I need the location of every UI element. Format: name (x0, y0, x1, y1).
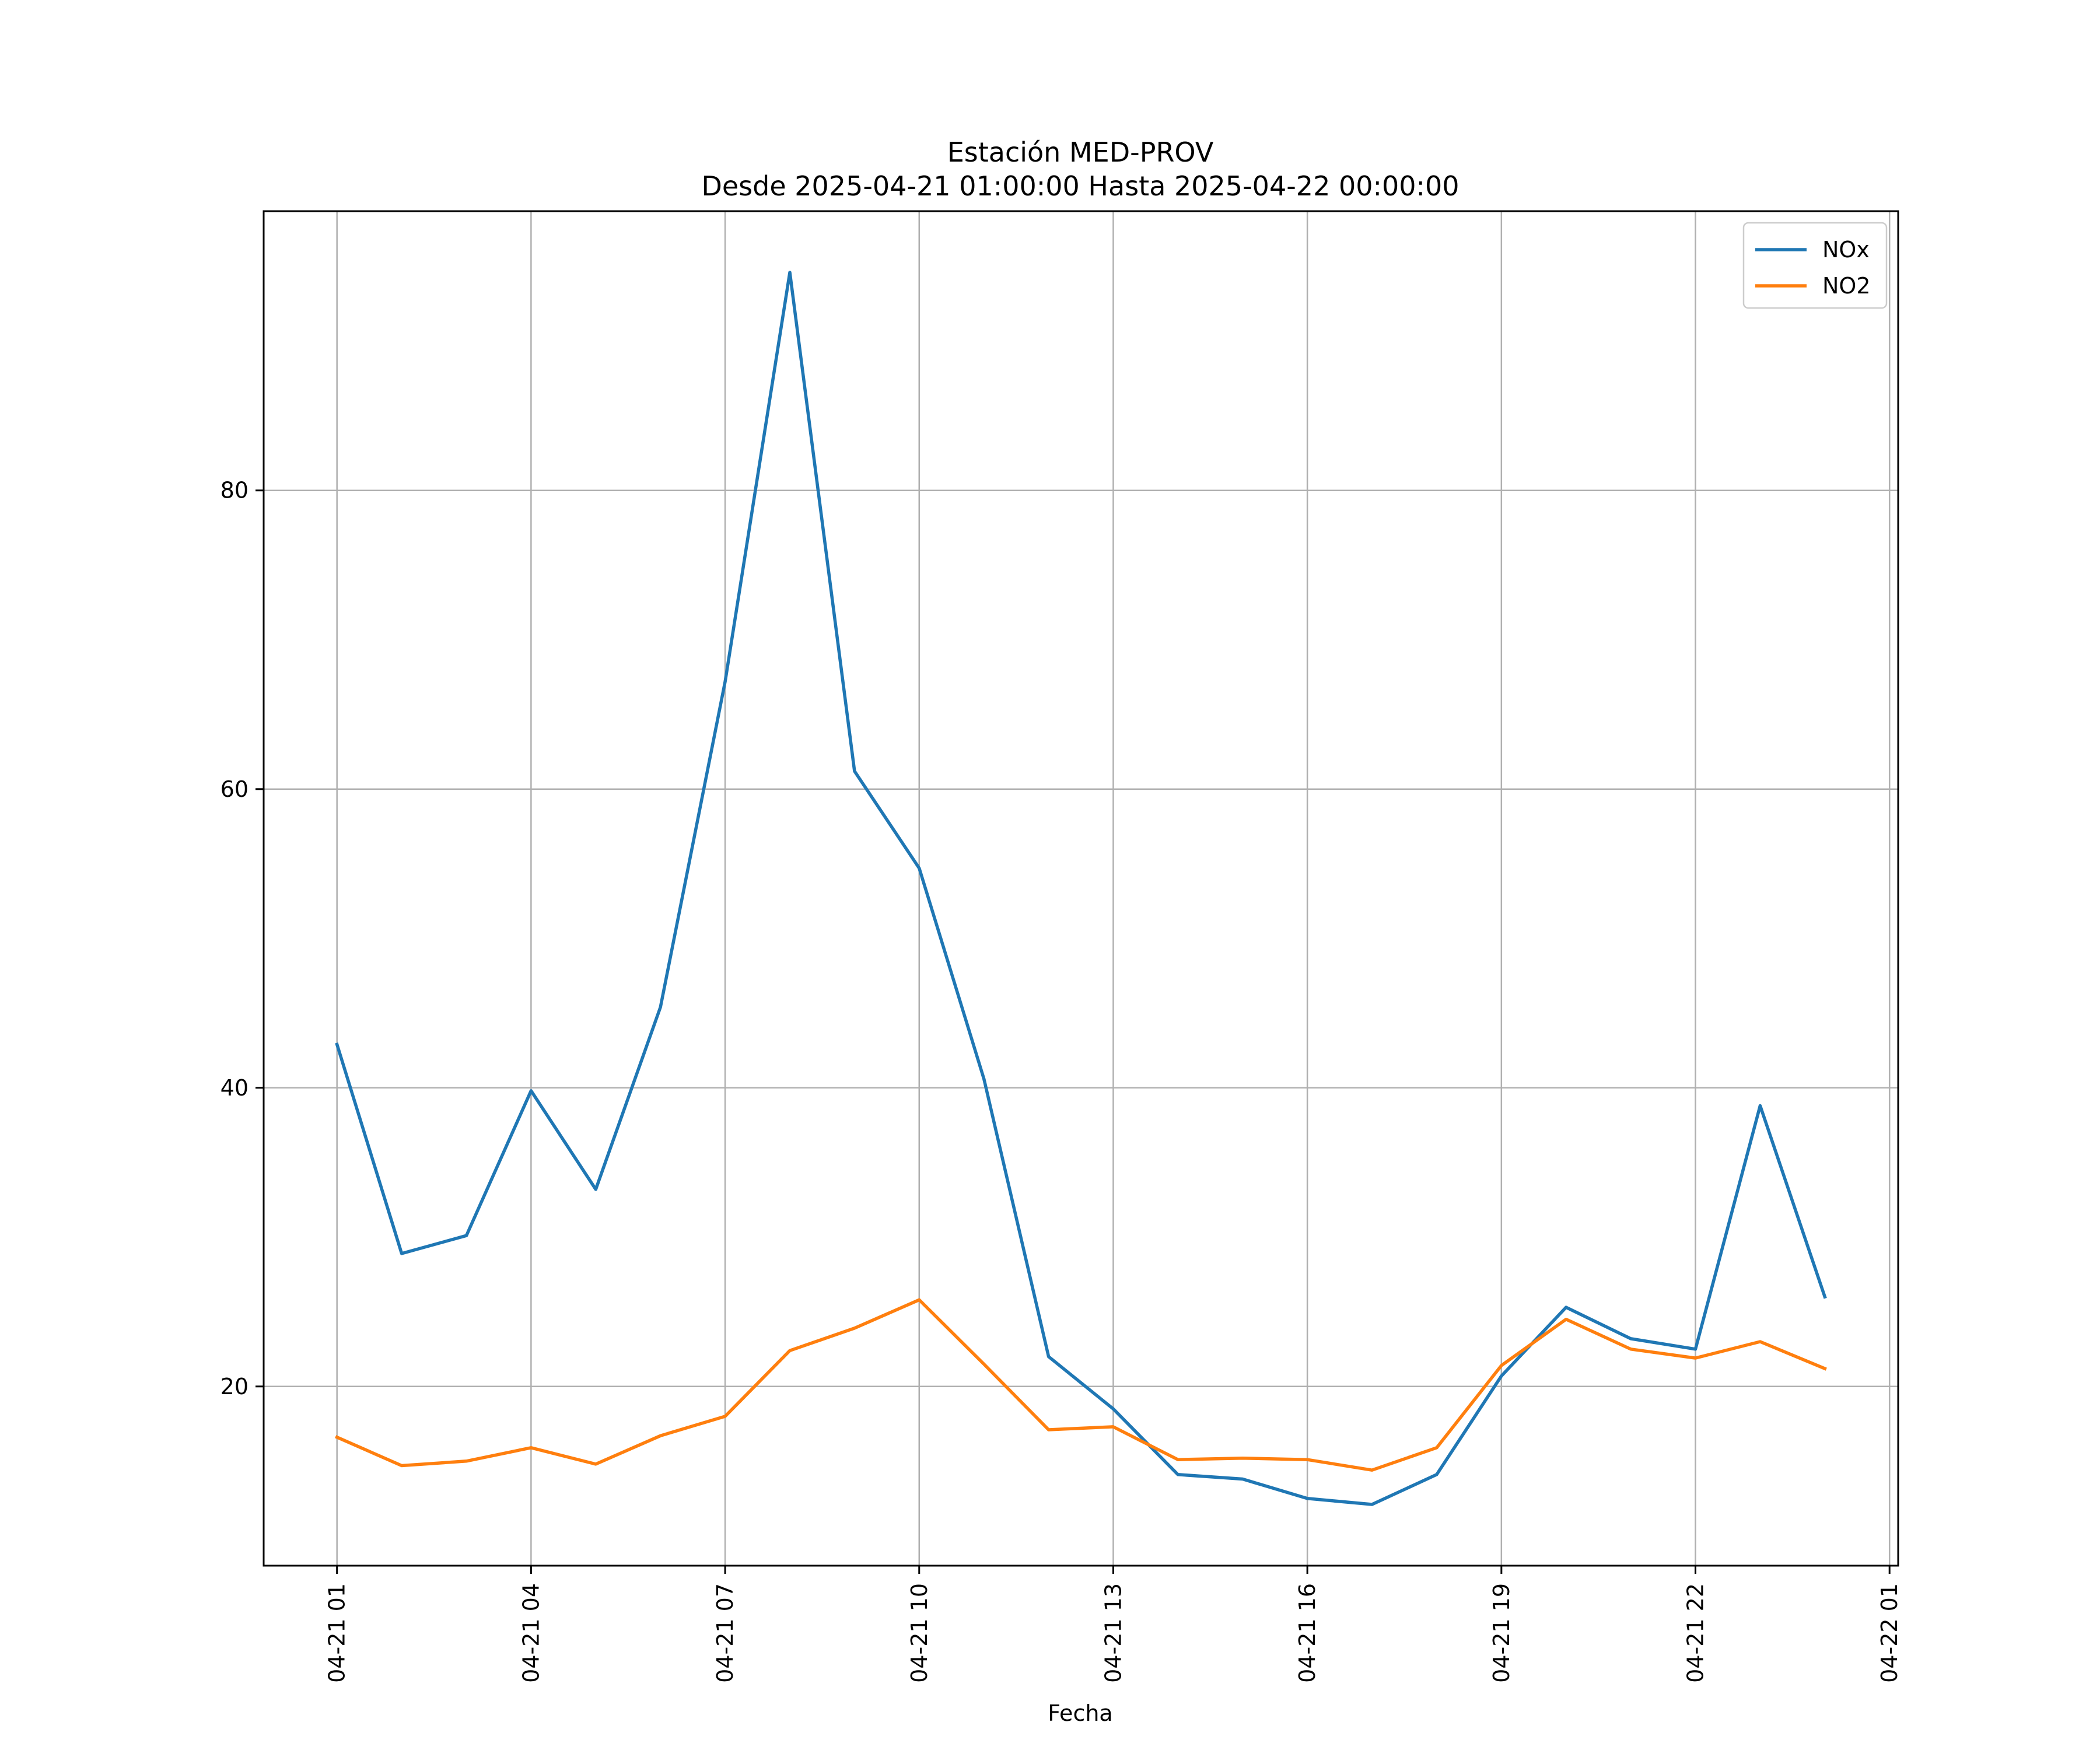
chart-title: Estación MED-PROV (947, 136, 1214, 168)
chart-subtitle: Desde 2025-04-21 01:00:00 Hasta 2025-04-… (701, 170, 1459, 202)
series-layer (335, 271, 1827, 1506)
legend-label-no2: NO2 (1822, 273, 1871, 299)
x-tick-label: 04-21 19 (1489, 1583, 1514, 1683)
legend-label-nox: NOx (1822, 237, 1870, 262)
x-tick-label: 04-21 04 (518, 1583, 544, 1683)
series-line-nox (335, 271, 1827, 1506)
y-tick-label: 60 (220, 776, 249, 802)
x-axis-label: Fecha (1048, 1700, 1112, 1726)
series-line-no2 (335, 1298, 1827, 1472)
x-tick-label: 04-21 13 (1100, 1583, 1126, 1683)
plot-frame (262, 210, 1899, 1567)
x-tick-label: 04-22 01 (1877, 1583, 1902, 1683)
x-tick-label: 04-21 01 (324, 1583, 350, 1683)
y-tick-label: 40 (220, 1075, 249, 1101)
tick-layer: 04-21 01 04-21 04 04-21 07 04-21 10 04-21 13… (220, 478, 1903, 1683)
x-tick-label: 04-21 10 (907, 1583, 932, 1683)
x-tick-label: 04-21 22 (1683, 1583, 1709, 1683)
x-tick-label: 04-21 16 (1294, 1583, 1320, 1683)
y-tick-label: 80 (220, 478, 249, 503)
x-tick-label: 04-21 07 (712, 1583, 738, 1683)
grid-layer (264, 211, 1898, 1566)
legend: NOx NO2 (1742, 222, 1888, 309)
y-tick-label: 20 (220, 1374, 249, 1399)
